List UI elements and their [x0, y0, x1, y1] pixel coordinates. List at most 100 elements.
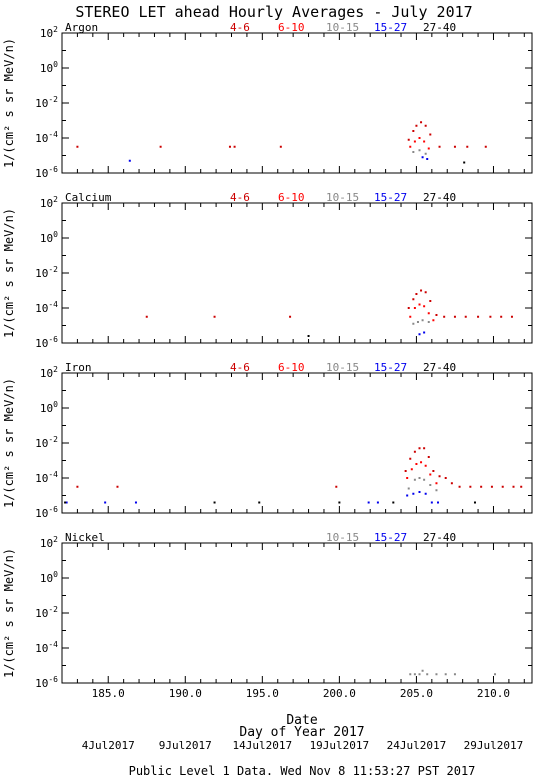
- data-point-10-15: [418, 149, 421, 152]
- y-tick-label: 10-6: [35, 335, 58, 350]
- plot-frame: [61, 542, 533, 684]
- y-tick-label: 10-2: [35, 265, 58, 280]
- data-point-10-15: [424, 152, 427, 155]
- data-point-4-6: [415, 124, 418, 127]
- panel-iron: Iron 4-6 6-10 10-15 15-27 27-40 10-6 10-4 10-2 10…: [2, 361, 533, 520]
- data-point-4-6: [466, 145, 469, 148]
- date-tick-label: 29Jul2017: [464, 739, 524, 752]
- data-point-10-15: [426, 673, 429, 676]
- data-point-27-40: [338, 501, 341, 504]
- data-point-10-15: [494, 673, 497, 676]
- data-point-10-15: [423, 478, 426, 481]
- panel-calcium: Calcium 4-6 6-10 10-15 15-27 27-40 10-6 10-4 10-…: [2, 191, 533, 350]
- data-point-27-40: [64, 501, 67, 504]
- data-point-4-6: [510, 315, 513, 318]
- data-point-10-15: [435, 673, 438, 676]
- data-point-4-6: [453, 315, 456, 318]
- data-point-27-40: [392, 501, 395, 504]
- legend-entry: 27-40: [423, 361, 456, 374]
- data-point-15-27: [65, 501, 68, 504]
- data-point-6-10: [420, 461, 423, 464]
- date-tick-label: 9Jul2017: [159, 739, 212, 752]
- data-point-4-6: [228, 145, 231, 148]
- x-axis-label-date: Date: [286, 713, 317, 728]
- legend-entry: 4-6: [230, 191, 250, 204]
- y-axis-label: 1/(cm² s sr MeV/n): [2, 548, 16, 678]
- data-point-4-6: [409, 457, 412, 460]
- data-point-4-6: [427, 456, 430, 458]
- data-point-6-10: [427, 147, 430, 150]
- legend-entry: 10-15: [326, 191, 359, 204]
- data-point-15-27: [406, 494, 409, 497]
- data-point-4-6: [116, 485, 119, 488]
- legend-entry: 4-6: [230, 361, 250, 374]
- data-point-10-15: [412, 322, 415, 325]
- data-point-4-6: [501, 485, 504, 488]
- data-point-4-6: [233, 145, 236, 148]
- data-point-15-27: [437, 501, 439, 504]
- data-point-10-15: [407, 487, 410, 490]
- panel-title: Calcium: [65, 191, 112, 204]
- legend-entry: 15-27: [374, 21, 407, 34]
- y-axis-label: 1/(cm² s sr MeV/n): [2, 208, 16, 338]
- y-tick-label: 102: [40, 25, 58, 40]
- data-point-10-15: [435, 489, 438, 492]
- data-point-4-6: [76, 145, 79, 148]
- plot-frame: [61, 32, 533, 174]
- y-tick-label: 100: [40, 230, 58, 245]
- data-point-15-27: [424, 492, 427, 495]
- data-point-6-10: [427, 312, 430, 315]
- date-tick-label: 19Jul2017: [310, 739, 370, 752]
- data-point-4-6: [438, 145, 441, 148]
- data-point-4-6: [453, 145, 456, 148]
- panel-nickel: Nickel 10-15 15-27 27-40 10-6 10-4 10-2 100 102 1…: [2, 531, 533, 700]
- data-point-4-6: [420, 121, 423, 124]
- data-point-4-6: [145, 315, 148, 318]
- plot-frame: [61, 202, 533, 344]
- data-point-15-27: [418, 333, 421, 336]
- data-point-6-10: [409, 145, 412, 148]
- data-point-6-10: [429, 473, 432, 476]
- data-point-4-6: [407, 307, 410, 309]
- data-point-6-10: [418, 137, 421, 139]
- data-point-4-6: [444, 477, 447, 479]
- data-point-27-40: [213, 501, 216, 504]
- plot-frame: [61, 372, 533, 514]
- data-point-10-15: [421, 319, 424, 322]
- data-point-15-27: [418, 491, 421, 493]
- data-point-4-6: [484, 145, 487, 148]
- data-point-6-10: [432, 319, 435, 322]
- panel-title: Argon: [65, 21, 98, 34]
- data-point-4-6: [489, 315, 492, 318]
- data-point-4-6: [415, 293, 418, 295]
- data-point-4-6: [404, 470, 407, 472]
- y-tick-label: 100: [40, 570, 58, 585]
- data-point-4-6: [458, 485, 461, 488]
- data-point-27-40: [473, 501, 476, 504]
- data-point-4-6: [424, 124, 427, 127]
- x-tick-label: 210.0: [477, 687, 510, 700]
- panel-title: Nickel: [65, 531, 105, 544]
- x-tick-label: 185.0: [92, 687, 125, 700]
- date-tick-label: 24Jul2017: [387, 739, 447, 752]
- data-point-4-6: [443, 315, 446, 318]
- data-point-4-6: [159, 145, 162, 148]
- y-tick-label: 10-2: [35, 605, 58, 620]
- data-point-4-6: [520, 485, 523, 488]
- data-point-15-27: [376, 501, 379, 504]
- legend-entry: 4-6: [230, 21, 250, 34]
- data-point-4-6: [450, 482, 453, 485]
- data-point-10-15: [427, 321, 430, 323]
- legend-entry: 10-15: [326, 361, 359, 374]
- data-point-6-10: [410, 468, 413, 471]
- data-point-4-6: [477, 315, 480, 318]
- data-point-4-6: [407, 138, 410, 141]
- data-point-6-10: [413, 140, 416, 143]
- date-axis: 4Jul2017 9Jul2017 14Jul2017 19Jul2017 24Jul2…: [82, 739, 524, 752]
- x-tick-label: 200.0: [323, 687, 356, 700]
- y-tick-label: 102: [40, 365, 58, 380]
- data-point-4-6: [335, 485, 338, 488]
- data-point-10-15: [416, 321, 419, 323]
- legend-entry: 27-40: [423, 21, 456, 34]
- data-point-4-6: [424, 291, 427, 294]
